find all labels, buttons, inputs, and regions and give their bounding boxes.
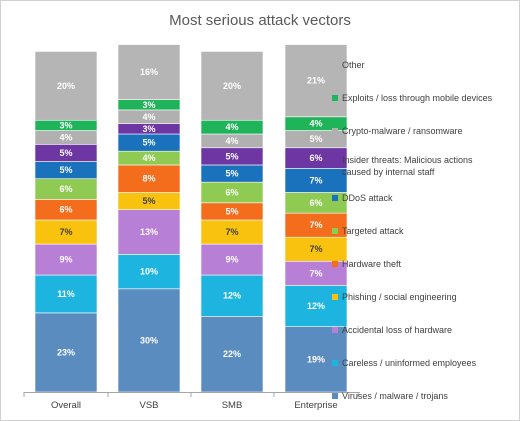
legend-swatch <box>332 228 338 234</box>
data-label: 3% <box>59 120 72 130</box>
legend-swatch <box>332 393 338 399</box>
data-label: 21% <box>307 76 325 86</box>
bar-segment <box>34 51 98 121</box>
bar-segment <box>284 44 348 118</box>
legend-label: Phishing / social engineering <box>342 292 457 302</box>
legend-label: Hardware theft <box>342 259 402 269</box>
data-label: 12% <box>307 301 325 311</box>
legend-label: Viruses / malware / trojans <box>342 391 448 401</box>
data-label: 22% <box>223 349 241 359</box>
data-label: 3% <box>142 124 155 134</box>
data-label: 4% <box>225 122 238 132</box>
data-label: 20% <box>57 81 75 91</box>
data-label: 16% <box>140 67 158 77</box>
data-label: 3% <box>142 100 155 110</box>
x-tick-label: SMB <box>222 400 243 411</box>
data-label: 23% <box>57 347 75 357</box>
data-label: 5% <box>225 169 238 179</box>
bar-segment <box>34 274 98 314</box>
data-label: 4% <box>142 153 155 163</box>
data-label: 10% <box>140 267 158 277</box>
data-label: 6% <box>59 205 72 215</box>
data-label: 7% <box>309 244 322 254</box>
data-label: 11% <box>57 289 75 299</box>
data-label: 5% <box>225 151 238 161</box>
legend-label: Insider threats: Malicious actions caused… <box>342 155 473 177</box>
data-label: 6% <box>309 198 322 208</box>
bar-segment <box>117 44 181 100</box>
legend-swatch <box>332 128 338 134</box>
legend-label: Crypto-malware / ransomware <box>342 126 463 136</box>
legend-swatch <box>332 95 338 101</box>
chart-title: Most serious attack vectors <box>169 12 351 29</box>
data-label: 5% <box>59 148 72 158</box>
legend-swatch <box>332 261 338 267</box>
data-label: 20% <box>223 81 241 91</box>
bar-segment <box>284 326 348 393</box>
data-label: 13% <box>140 227 158 237</box>
bar-segment <box>200 316 264 393</box>
x-tick-label: VSB <box>139 400 158 411</box>
legend-label: Accidental loss of hardware <box>342 325 452 335</box>
data-label: 6% <box>309 153 322 163</box>
legend-label: DDoS attack <box>342 193 393 203</box>
data-label: 30% <box>140 335 158 345</box>
bar-segment <box>200 51 264 121</box>
legend-label: Other <box>342 60 365 70</box>
bar-segment <box>117 254 181 290</box>
legend-label: Exploits / loss through mobile devices <box>342 93 493 103</box>
data-label: 4% <box>309 119 322 129</box>
data-label: 7% <box>59 227 72 237</box>
x-tick-label: Enterprise <box>294 400 337 411</box>
data-label: 5% <box>142 196 155 206</box>
data-label: 6% <box>225 187 238 197</box>
data-label: 9% <box>59 255 72 265</box>
data-label: 5% <box>59 165 72 175</box>
legend-swatch <box>332 195 338 201</box>
data-label: 5% <box>309 134 322 144</box>
data-label: 6% <box>59 184 72 194</box>
data-label: 5% <box>225 206 238 216</box>
legend-swatch <box>332 327 338 333</box>
legend-swatch <box>332 294 338 300</box>
bar-segment <box>117 288 181 393</box>
data-label: 8% <box>142 174 155 184</box>
bar-segment <box>117 209 181 255</box>
data-label: 7% <box>225 227 238 237</box>
data-label: 4% <box>59 132 72 142</box>
data-label: 9% <box>225 255 238 265</box>
data-label: 5% <box>142 138 155 148</box>
bar-segment <box>34 243 98 276</box>
data-label: 7% <box>309 175 322 185</box>
data-label: 4% <box>225 136 238 146</box>
legend-swatch <box>332 62 338 68</box>
bar-segment <box>200 243 264 276</box>
legend-label: Targeted attack <box>342 226 404 236</box>
data-label: 19% <box>307 354 325 364</box>
legend-swatch <box>332 360 338 366</box>
x-tick-label: Overall <box>51 400 81 411</box>
data-label: 12% <box>223 291 241 301</box>
bar-segment <box>200 274 264 317</box>
legend-swatch <box>332 157 338 163</box>
data-label: 4% <box>142 112 155 122</box>
data-label: 7% <box>309 268 322 278</box>
data-label: 7% <box>309 220 322 230</box>
legend-label: Careless / uninformed employees <box>342 358 477 368</box>
